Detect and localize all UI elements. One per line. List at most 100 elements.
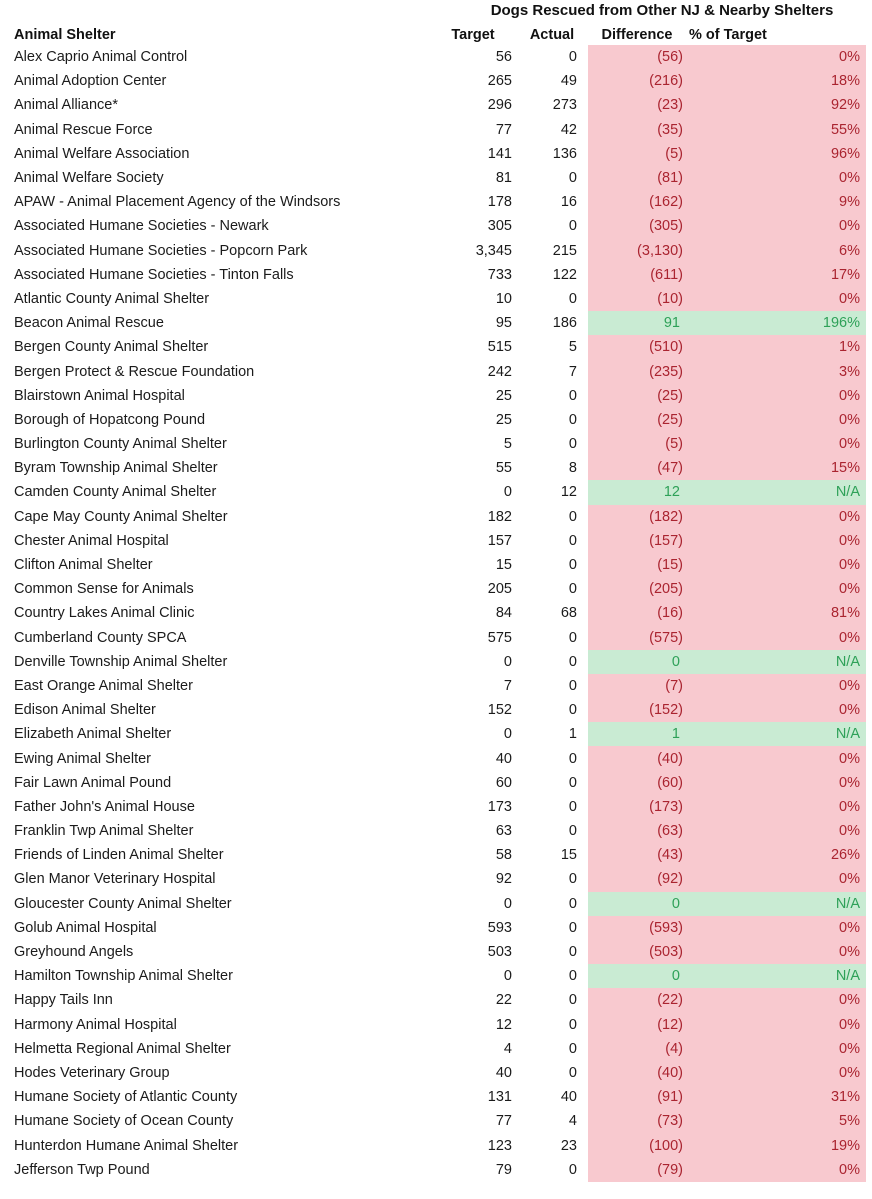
- shelter-name-cell[interactable]: Animal Welfare Society: [14, 170, 164, 187]
- shelter-name-cell[interactable]: Associated Humane Societies - Newark: [14, 218, 269, 235]
- difference-cell[interactable]: 0: [588, 964, 686, 989]
- actual-cell[interactable]: 12: [560, 484, 577, 501]
- target-cell[interactable]: 63: [495, 823, 512, 840]
- actual-cell[interactable]: 0: [568, 992, 577, 1009]
- shelter-name-cell[interactable]: Friends of Linden Animal Shelter: [14, 847, 224, 864]
- target-cell[interactable]: 84: [495, 605, 512, 622]
- difference-cell[interactable]: (503): [588, 939, 686, 965]
- target-cell[interactable]: 0: [503, 895, 512, 912]
- pct-of-target-cell[interactable]: 0%: [686, 577, 866, 602]
- difference-cell[interactable]: (100): [588, 1133, 686, 1158]
- shelter-name-cell[interactable]: Byram Township Animal Shelter: [14, 460, 218, 477]
- column-header-target[interactable]: Target: [451, 27, 495, 43]
- difference-cell[interactable]: (10): [588, 286, 686, 312]
- pct-of-target-cell[interactable]: 0%: [686, 1060, 866, 1086]
- difference-cell[interactable]: 1: [588, 722, 686, 747]
- target-cell[interactable]: 7: [503, 677, 512, 694]
- target-cell[interactable]: 60: [495, 774, 512, 791]
- difference-cell[interactable]: (40): [588, 746, 686, 771]
- pct-of-target-cell[interactable]: N/A: [686, 891, 866, 916]
- actual-cell[interactable]: 186: [552, 315, 577, 332]
- target-cell[interactable]: 5: [503, 436, 512, 453]
- difference-cell[interactable]: (4): [588, 1036, 686, 1061]
- pct-of-target-cell[interactable]: 0%: [686, 1012, 866, 1037]
- shelter-name-cell[interactable]: Atlantic County Animal Shelter: [14, 290, 210, 307]
- pct-of-target-cell[interactable]: 15%: [686, 456, 866, 481]
- actual-cell[interactable]: 15: [560, 847, 577, 864]
- target-cell[interactable]: 503: [487, 944, 512, 961]
- difference-cell[interactable]: (56): [588, 45, 686, 70]
- target-cell[interactable]: 178: [487, 194, 512, 211]
- pct-of-target-cell[interactable]: 0%: [686, 407, 866, 432]
- actual-cell[interactable]: 5: [568, 339, 577, 356]
- actual-cell[interactable]: 0: [568, 1064, 577, 1081]
- target-cell[interactable]: 0: [503, 968, 512, 985]
- target-cell[interactable]: 10: [495, 290, 512, 307]
- actual-cell[interactable]: 0: [568, 170, 577, 187]
- pct-of-target-cell[interactable]: 0%: [686, 165, 866, 191]
- pct-of-target-cell[interactable]: 0%: [686, 867, 866, 892]
- pct-of-target-cell[interactable]: 6%: [686, 238, 866, 263]
- target-cell[interactable]: 22: [495, 992, 512, 1009]
- shelter-name-cell[interactable]: Bergen Protect & Rescue Foundation: [14, 363, 255, 380]
- shelter-name-cell[interactable]: Elizabeth Animal Shelter: [14, 726, 172, 743]
- shelter-name-cell[interactable]: Clifton Animal Shelter: [14, 557, 153, 574]
- target-cell[interactable]: 157: [487, 532, 512, 549]
- actual-cell[interactable]: 0: [568, 508, 577, 525]
- target-cell[interactable]: 3,345: [475, 242, 512, 259]
- target-cell[interactable]: 123: [487, 1137, 512, 1154]
- shelter-name-cell[interactable]: Camden County Animal Shelter: [14, 484, 217, 501]
- difference-cell[interactable]: (157): [588, 528, 686, 553]
- shelter-name-cell[interactable]: Common Sense for Animals: [14, 581, 194, 598]
- target-cell[interactable]: 242: [487, 363, 512, 380]
- actual-cell[interactable]: 16: [560, 194, 577, 211]
- shelter-name-cell[interactable]: Jefferson Twp Pound: [14, 1161, 150, 1178]
- actual-cell[interactable]: 23: [560, 1137, 577, 1154]
- shelter-name-cell[interactable]: East Orange Animal Shelter: [14, 677, 193, 694]
- pct-of-target-cell[interactable]: 92%: [686, 93, 866, 118]
- difference-cell[interactable]: 12: [588, 480, 686, 505]
- difference-cell[interactable]: (60): [588, 770, 686, 795]
- difference-cell[interactable]: (216): [588, 69, 686, 94]
- pct-of-target-cell[interactable]: 0%: [686, 528, 866, 553]
- difference-cell[interactable]: (7): [588, 673, 686, 699]
- difference-cell[interactable]: (162): [588, 190, 686, 215]
- difference-cell[interactable]: (182): [588, 504, 686, 529]
- target-cell[interactable]: 141: [487, 145, 512, 162]
- target-cell[interactable]: 0: [503, 484, 512, 501]
- target-cell[interactable]: 40: [495, 750, 512, 767]
- actual-cell[interactable]: 0: [568, 1040, 577, 1057]
- difference-cell[interactable]: (593): [588, 915, 686, 940]
- actual-cell[interactable]: 0: [568, 895, 577, 912]
- pct-of-target-cell[interactable]: 5%: [686, 1109, 866, 1134]
- target-cell[interactable]: 305: [487, 218, 512, 235]
- actual-cell[interactable]: 0: [568, 387, 577, 404]
- shelter-name-cell[interactable]: Edison Animal Shelter: [14, 702, 156, 719]
- difference-cell[interactable]: (63): [588, 819, 686, 844]
- difference-cell[interactable]: (35): [588, 117, 686, 142]
- target-cell[interactable]: 733: [487, 266, 512, 283]
- pct-of-target-cell[interactable]: 0%: [686, 988, 866, 1013]
- actual-cell[interactable]: 0: [568, 218, 577, 235]
- column-header-animal-shelter[interactable]: Animal Shelter: [14, 27, 116, 43]
- shelter-name-cell[interactable]: Animal Adoption Center: [14, 73, 167, 90]
- shelter-name-cell[interactable]: Country Lakes Animal Clinic: [14, 605, 195, 622]
- shelter-name-cell[interactable]: Hunterdon Humane Animal Shelter: [14, 1137, 239, 1154]
- difference-cell[interactable]: (47): [588, 456, 686, 481]
- target-cell[interactable]: 4: [503, 1040, 512, 1057]
- shelter-name-cell[interactable]: Blairstown Animal Hospital: [14, 387, 185, 404]
- difference-cell[interactable]: (25): [588, 383, 686, 408]
- shelter-name-cell[interactable]: Father John's Animal House: [14, 798, 195, 815]
- actual-cell[interactable]: 0: [568, 1161, 577, 1178]
- actual-cell[interactable]: 0: [568, 944, 577, 961]
- shelter-name-cell[interactable]: Hodes Veterinary Group: [14, 1064, 170, 1081]
- actual-cell[interactable]: 0: [568, 49, 577, 66]
- shelter-name-cell[interactable]: Animal Rescue Force: [14, 121, 153, 138]
- difference-cell[interactable]: (91): [588, 1085, 686, 1110]
- difference-cell[interactable]: 0: [588, 649, 686, 674]
- target-cell[interactable]: 296: [487, 97, 512, 114]
- pct-of-target-cell[interactable]: 0%: [686, 1157, 866, 1182]
- target-cell[interactable]: 56: [495, 49, 512, 66]
- actual-cell[interactable]: 0: [568, 823, 577, 840]
- pct-of-target-cell[interactable]: 81%: [686, 601, 866, 626]
